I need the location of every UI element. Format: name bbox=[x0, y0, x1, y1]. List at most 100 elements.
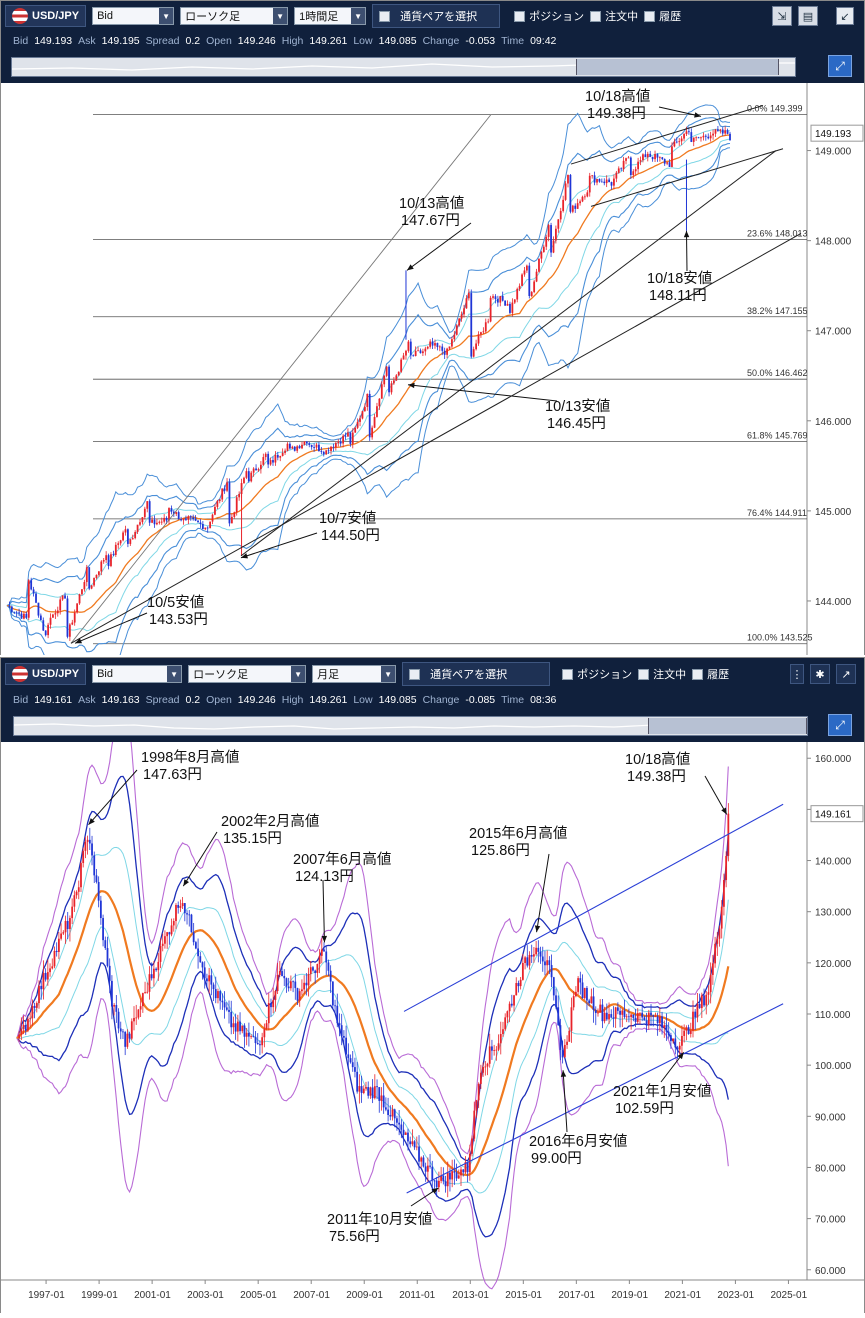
candle-body bbox=[141, 993, 144, 1007]
candle-body bbox=[471, 1138, 473, 1154]
annotation-line2: 147.63円 bbox=[143, 767, 202, 783]
candle-body bbox=[395, 375, 398, 381]
expand-icon[interactable]: ↗ bbox=[836, 664, 856, 684]
select-pair-button[interactable]: 通貨ペアを選択 bbox=[372, 4, 501, 28]
position-toggle[interactable]: ポジション bbox=[514, 8, 584, 24]
candle-body bbox=[108, 965, 111, 981]
candle-body bbox=[146, 501, 149, 509]
candle-body bbox=[698, 1004, 701, 1009]
navigator-scrollbar[interactable] bbox=[11, 57, 796, 77]
bottom-quote-bar: Bid 149.161 Ask 149.163 Spread 0.2 Open 149.… bbox=[1, 690, 864, 710]
candle-body bbox=[627, 157, 630, 159]
resize-icon[interactable]: ⇲ bbox=[772, 6, 792, 26]
candle-body bbox=[13, 611, 16, 613]
candle-body bbox=[252, 1036, 255, 1037]
navigator-range-handle[interactable] bbox=[575, 59, 780, 75]
annotation-arrow-head bbox=[560, 1070, 567, 1077]
candle-body bbox=[354, 1067, 356, 1072]
x-tick-label: 2009-01 bbox=[346, 1290, 383, 1301]
candle-body bbox=[314, 970, 317, 974]
candle-body bbox=[542, 246, 545, 253]
candle-body bbox=[446, 348, 448, 355]
candle-body bbox=[678, 1045, 681, 1050]
candle-body bbox=[436, 343, 439, 348]
candle-body bbox=[583, 987, 586, 999]
candle-body bbox=[351, 432, 354, 444]
current-price-tag bbox=[810, 805, 864, 823]
navigator-expand-icon[interactable]: ⤢ bbox=[828, 55, 852, 77]
period-select[interactable]: 月足 ▼ bbox=[312, 665, 397, 683]
candle-body bbox=[230, 516, 233, 524]
candle-body bbox=[186, 913, 188, 915]
chart-style-select[interactable]: ローソク足 ▼ bbox=[188, 665, 307, 683]
position-toggle[interactable]: ポジション bbox=[562, 666, 632, 682]
candle-body bbox=[639, 160, 642, 162]
currency-pair-button[interactable]: USD/JPY bbox=[5, 663, 87, 685]
period-select[interactable]: 1時間足 ▼ bbox=[294, 7, 367, 25]
annotation-line2: 147.67円 bbox=[401, 213, 460, 229]
bollinger-upper-2 bbox=[6, 117, 731, 607]
navigator-scrollbar[interactable] bbox=[13, 716, 808, 736]
gear-icon[interactable]: ✱ bbox=[810, 664, 830, 684]
candle-body bbox=[77, 887, 80, 892]
q-bid-v: 149.193 bbox=[34, 35, 73, 47]
chevron-down-icon: ▼ bbox=[351, 8, 366, 24]
collapse-icon[interactable]: ↙ bbox=[836, 7, 854, 25]
chart-style-select[interactable]: ローソク足 ▼ bbox=[180, 7, 289, 25]
candle-body bbox=[424, 348, 427, 352]
candle-body bbox=[400, 1124, 403, 1130]
new-window-icon[interactable]: ▤ bbox=[798, 6, 818, 26]
moving-average-line bbox=[16, 890, 730, 1177]
history-toggle[interactable]: 履歴 bbox=[644, 8, 681, 24]
candle-body bbox=[228, 482, 231, 524]
annotation-arrow bbox=[685, 230, 688, 272]
bollinger-lower-3 bbox=[6, 147, 731, 674]
price-type-select[interactable]: Bid ▼ bbox=[92, 665, 183, 683]
select-pair-button[interactable]: 通貨ペアを選択 bbox=[402, 662, 551, 686]
q-open-v: 149.246 bbox=[237, 694, 276, 706]
candle-body bbox=[66, 598, 69, 637]
candle-body bbox=[530, 292, 533, 296]
navigator-expand-icon[interactable]: ⤢ bbox=[828, 714, 852, 736]
candle-body bbox=[84, 841, 87, 851]
candle-body bbox=[453, 334, 456, 340]
candle-body bbox=[709, 974, 712, 993]
candle-body bbox=[623, 1010, 626, 1017]
candle-body bbox=[255, 468, 257, 471]
more-icon[interactable]: ⋮ bbox=[790, 664, 804, 684]
candle-body bbox=[303, 982, 306, 990]
candle-body bbox=[76, 603, 79, 613]
candle-body bbox=[208, 975, 211, 982]
candle-body bbox=[291, 446, 294, 449]
candle-body bbox=[398, 1122, 401, 1125]
candle-body bbox=[446, 1172, 449, 1187]
candle-body bbox=[504, 300, 507, 306]
bollinger-lower-3 bbox=[16, 991, 729, 1290]
history-toggle[interactable]: 履歴 bbox=[692, 666, 729, 682]
candle-body bbox=[479, 1072, 482, 1084]
candle-body bbox=[703, 995, 705, 1006]
bollinger-upper-2 bbox=[16, 775, 729, 1162]
candle-body bbox=[717, 129, 719, 131]
candle-body bbox=[156, 522, 158, 525]
candle-body bbox=[139, 522, 141, 525]
candle-body bbox=[139, 1006, 142, 1010]
q-time-v: 08:36 bbox=[530, 694, 557, 706]
annotation-line1: 2002年2月高値 bbox=[221, 813, 319, 830]
y-tick-label: 147.000 bbox=[815, 327, 852, 338]
q-time-v: 09:42 bbox=[530, 35, 557, 47]
candle-body bbox=[289, 981, 292, 989]
candle-body bbox=[376, 1086, 378, 1088]
orders-toggle[interactable]: 注文中 bbox=[638, 666, 686, 682]
candle-body bbox=[95, 574, 98, 579]
candle-body bbox=[725, 855, 728, 881]
candle-body bbox=[339, 441, 342, 444]
candle-body bbox=[301, 444, 303, 449]
candle-body bbox=[675, 141, 678, 143]
price-type-select[interactable]: Bid ▼ bbox=[92, 7, 175, 25]
candle-body bbox=[434, 343, 436, 346]
navigator-range-handle[interactable] bbox=[648, 718, 807, 734]
currency-pair-button[interactable]: USD/JPY bbox=[5, 5, 87, 27]
candle-body bbox=[455, 1172, 458, 1179]
orders-toggle[interactable]: 注文中 bbox=[590, 8, 638, 24]
